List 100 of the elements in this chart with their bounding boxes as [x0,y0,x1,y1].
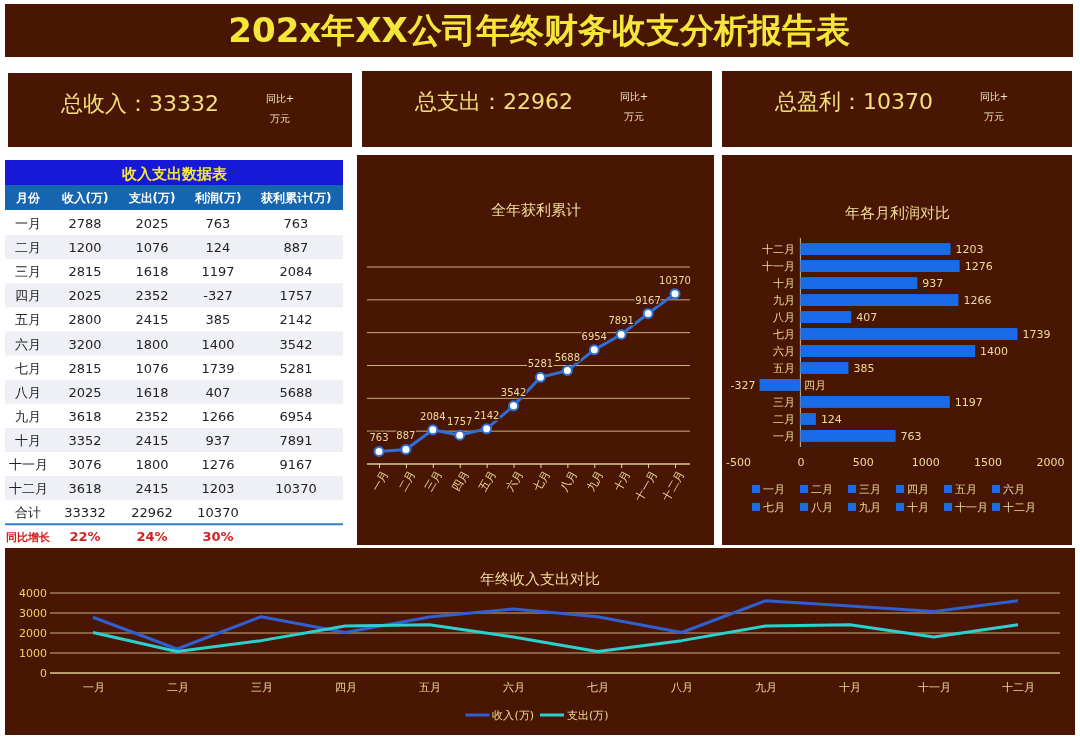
x-tick-label: 一月 [369,468,392,494]
line-series [91,623,1020,653]
data-label: 3542 [500,386,527,398]
data-label: 33332 [64,505,106,521]
x-tick-label: 2000 [1036,455,1065,469]
point [561,365,573,377]
data-label: 1076 [135,360,169,376]
category-label: 十月 [907,501,929,514]
data-label: 1266 [963,294,992,308]
data-label: 2142 [279,312,313,328]
data-label: 10370 [197,505,239,521]
data-label: 2084 [279,264,313,280]
data-label: 937 [205,432,231,448]
data-label: 887 [283,240,309,256]
y-tick-label: 十月 [773,277,796,291]
x-tick-label: 1500 [974,455,1003,469]
data-label: 1618 [135,264,169,280]
data-label: 1276 [201,457,235,472]
data-label: 2025 [68,288,102,304]
x-tick-label: 六月 [503,468,526,494]
data-label: 10370 [275,481,317,497]
y-tick-label: 十一月 [762,260,796,274]
text: 同比+ [265,93,295,104]
x-tick-label: 十一月 [632,468,661,504]
y-tick-label: 0 [40,667,47,681]
x-tick-label: 二月 [166,681,189,695]
text: 收入支出数据表 [121,165,228,183]
data-label: 1203 [955,243,984,257]
x-tick-label: 四月 [334,681,357,695]
category-label: 十一月 [955,501,988,514]
category-label: 九月 [859,501,881,514]
data-label: 407 [205,384,231,400]
data-label: 763 [283,216,309,231]
y-tick-label: 二月 [773,412,796,426]
point [373,445,385,457]
category-label: 八月 [811,501,833,514]
category-label: 合计 [15,505,41,521]
data-label: 1400 [201,336,235,352]
data-label: 3200 [68,336,102,352]
data-label: 6954 [581,330,607,342]
data-label: -327 [203,288,233,304]
x-tick-label: 三月 [250,681,273,695]
x-tick-label: 八月 [557,468,580,494]
text: 总收入：33332 [60,91,219,116]
legend-label: 收入(万) [492,709,534,722]
x-tick-label: 十月 [611,468,634,494]
data-label: 763 [369,432,389,444]
text: 万元 [984,111,1004,122]
x-tick-label: 八月 [671,681,694,695]
data-label: 3618 [68,408,102,424]
text: 同比+ [619,91,649,102]
data-label: 2815 [68,360,102,376]
data-label: 9167 [279,457,313,472]
data-label: 763 [900,429,922,443]
y-tick-label: 2000 [19,627,47,641]
data-label: 1618 [135,384,169,400]
data-label: 7891 [608,315,634,327]
x-tick-label: 十二月 [1002,681,1035,695]
text: 同比+ [979,91,1009,102]
x-tick-label: 七月 [587,681,610,695]
point [615,328,627,340]
data-label: 22962 [131,505,173,521]
data-label: 1276 [964,260,993,274]
x-tick-label: -500 [726,455,751,469]
data-label: 9167 [635,294,661,306]
y-tick-label: 1000 [19,647,47,661]
y-tick-label: 三月 [773,395,796,409]
y-tick-label: 九月 [773,294,796,308]
x-tick-label: 九月 [584,468,607,494]
legend-label: 支出(万) [567,709,609,722]
data-label: 5281 [279,360,313,376]
text: 万元 [270,113,290,124]
x-tick-label: 三月 [422,468,446,494]
data-label: 6954 [279,408,313,424]
data-label: 385 [853,361,875,375]
y-tick-label: 八月 [773,311,796,325]
chart-title: 年终收入支出对比 [480,570,600,588]
data-label: 1200 [68,240,102,256]
x-tick-label: 五月 [418,681,441,695]
x-tick-label: 0 [797,455,805,469]
data-label: 1739 [201,360,235,376]
point [669,288,681,300]
data-label: 2800 [68,312,102,328]
data-label: 1757 [279,288,313,304]
x-tick-label: 七月 [530,468,553,494]
point [400,443,412,455]
text: 收入(万) [61,191,109,205]
data-label: 1203 [201,481,235,497]
data-label: 1076 [135,240,169,256]
data-label: 24% [136,529,168,545]
data-label: 1197 [954,395,983,409]
data-label: 2415 [135,312,169,328]
y-tick-label: 十二月 [762,243,796,257]
data-label: 10370 [659,274,691,286]
data-label: 3618 [68,481,102,497]
data-label: 2084 [420,410,446,422]
text: 支出(万) [127,191,176,205]
data-label: 1800 [135,457,169,472]
x-tick-label: 六月 [502,681,525,695]
data-label: 2352 [135,288,169,304]
